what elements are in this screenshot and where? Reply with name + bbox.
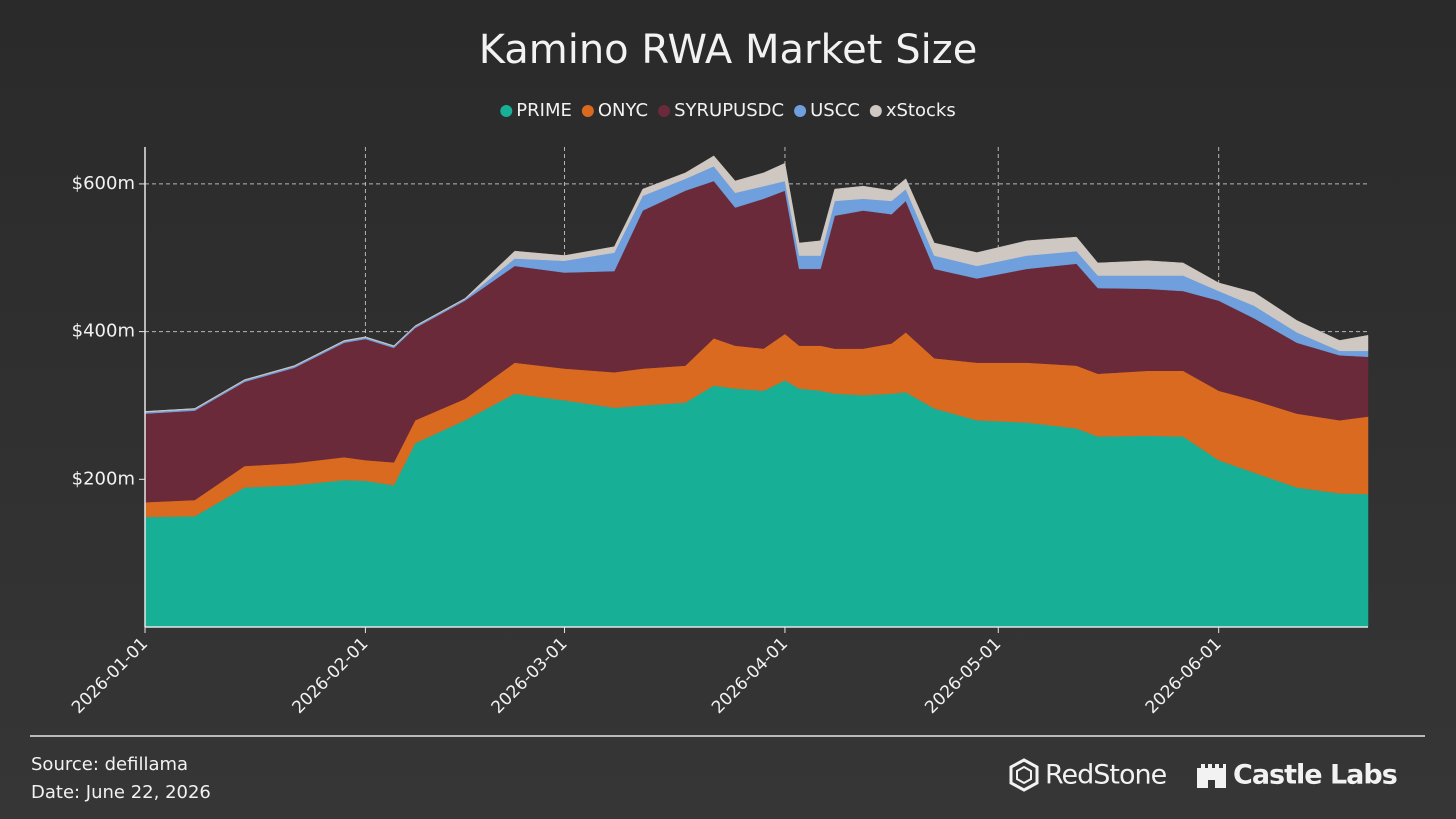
castle-icon [1197, 764, 1226, 788]
legend-label: SYRUPUSDC [674, 100, 784, 121]
legend-marker [794, 105, 807, 117]
logo: RedStone [1045, 760, 1167, 791]
source: Source: defillama [31, 754, 188, 775]
date: Date: June 22, 2026 [31, 782, 211, 803]
redstone-icon [1009, 758, 1039, 792]
logo: Castle Labs [1233, 760, 1397, 791]
legend: PRIME ONYC SYRUPUSDC USCC xStocks [500, 100, 956, 121]
legend-label: USCC [810, 100, 860, 121]
legend-marker [581, 105, 594, 117]
legend-label: ONYC [598, 100, 648, 121]
legend-label: PRIME [516, 100, 572, 121]
area [144, 155, 1369, 413]
legend-label: xStocks [886, 100, 956, 121]
legend-marker [500, 105, 513, 117]
y-tick-label: $600m [72, 173, 135, 194]
chart-title: Kamino RWA Market Size [479, 27, 978, 73]
y-tick-label: $200m [72, 468, 135, 489]
redstone-icon-inner [1016, 765, 1032, 785]
y-tick-label: $400m [72, 321, 135, 342]
legend-marker [658, 105, 671, 117]
legend-marker [869, 105, 882, 117]
